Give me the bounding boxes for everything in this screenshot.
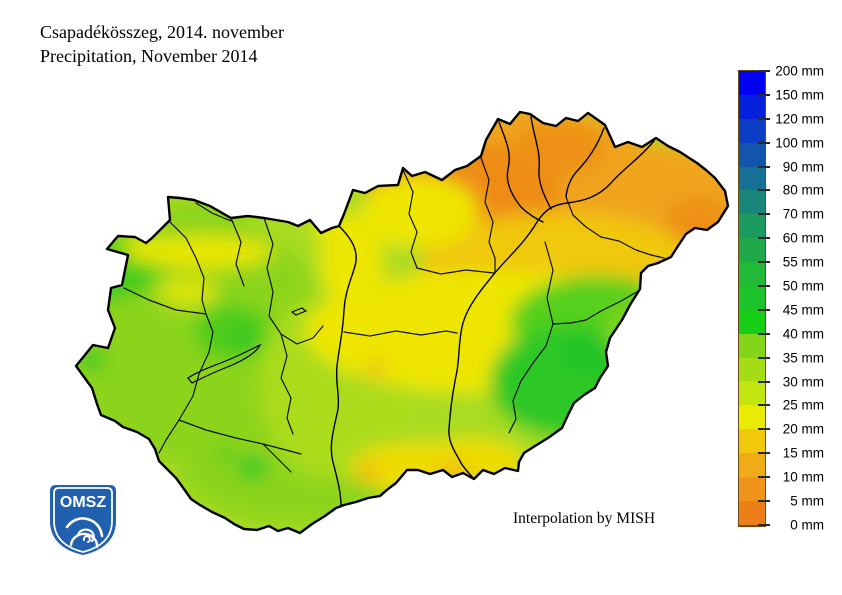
- legend-segment: [739, 71, 765, 95]
- legend-segment: [739, 190, 765, 215]
- title-hungarian: Csapadékösszeg, 2014. november: [40, 22, 284, 42]
- map-title: Csapadékösszeg, 2014. november Precipita…: [40, 20, 284, 69]
- legend-tick: [758, 308, 770, 311]
- legend-segment: [739, 238, 765, 262]
- legend-stop-label: 100 mm: [775, 135, 824, 151]
- legend-tick: [758, 452, 770, 455]
- legend-stop-label: 150 mm: [775, 87, 824, 103]
- omsz-logo-shield: [50, 485, 116, 555]
- danube-river: [330, 225, 357, 507]
- legend-tick: [758, 237, 770, 240]
- legend-tick: [758, 261, 770, 264]
- omsz-logo-inner-border: [53, 487, 113, 553]
- legend-segment: [739, 118, 765, 143]
- legend-segment: [739, 142, 765, 167]
- legend-segment: [739, 405, 765, 430]
- legend-segment: [739, 453, 765, 477]
- legend-tick: [758, 117, 770, 120]
- legend-tick: [758, 332, 770, 335]
- legend-stop-label: 30 mm: [782, 374, 824, 390]
- legend-segment: [739, 333, 765, 358]
- legend-stop-label: 10 mm: [782, 469, 824, 485]
- legend-tick: [758, 500, 770, 503]
- legend-segment: [739, 262, 765, 286]
- tisza-river: [448, 140, 655, 480]
- legend-segment: [739, 94, 765, 119]
- bodrog-river: [565, 127, 605, 198]
- legend-segment: [739, 357, 765, 382]
- legend-tick: [758, 70, 770, 72]
- legend-stop-label: 70 mm: [782, 206, 824, 222]
- legend-stop-label: 5 mm: [790, 493, 824, 509]
- county-borders: [123, 157, 665, 473]
- hernad-river: [530, 116, 552, 210]
- country-outline: [74, 110, 730, 535]
- legend-tick: [758, 189, 770, 192]
- legend-segment: [739, 500, 765, 525]
- legend-tick: [758, 141, 770, 144]
- title-english: Precipitation, November 2014: [40, 46, 258, 67]
- legend-stop-label: 35 mm: [782, 350, 824, 366]
- legend-tick: [758, 428, 770, 431]
- legend-tick: [758, 476, 770, 479]
- attribution-text: Interpolation by MISH: [513, 510, 656, 527]
- legend-stop-label: 40 mm: [782, 326, 824, 342]
- legend-stop-label: 120 mm: [775, 111, 824, 127]
- omsz-logo: OMSZ: [50, 485, 116, 555]
- legend-segment: [739, 309, 765, 334]
- legend-tick: [758, 93, 770, 96]
- sajo-river: [498, 121, 544, 223]
- legend-stop-label: 55 mm: [782, 254, 824, 270]
- legend-bar: [738, 70, 766, 527]
- precipitation-field: [76, 112, 728, 533]
- legend-segment: [739, 285, 765, 310]
- legend-tick: [758, 356, 770, 359]
- legend-stop-label: 200 mm: [775, 63, 824, 79]
- legend-tick: [758, 380, 770, 383]
- legend-segment: [739, 476, 765, 501]
- legend-tick: [758, 165, 770, 168]
- legend-stop-label: 45 mm: [782, 302, 824, 318]
- legend-labels: 200 mm 150 mm 120 mm 100 mm 90 mm 80 mm 70 mm 6…: [758, 64, 842, 532]
- legend-stop-label: 90 mm: [782, 159, 824, 175]
- legend-stop-label: 60 mm: [782, 230, 824, 246]
- legend-tick: [758, 285, 770, 287]
- legend-stop-label: 80 mm: [782, 182, 824, 198]
- legend-segment: [739, 429, 765, 453]
- legend-tick: [758, 404, 770, 407]
- legend-stop-label: 15 mm: [782, 445, 824, 461]
- omsz-logo-text: OMSZ: [60, 494, 106, 511]
- legend-segment: [739, 214, 765, 239]
- legend-stop-label: 50 mm: [782, 278, 824, 294]
- legend-stop-label: 20 mm: [782, 421, 824, 437]
- legend-stop-label: 25 mm: [782, 397, 824, 413]
- legend-tick: [758, 213, 770, 216]
- legend-segment: [739, 381, 765, 406]
- legend-stop-label: 0 mm: [790, 517, 824, 533]
- lake-balaton: [187, 343, 262, 384]
- legend-segment: [739, 166, 765, 191]
- lake-velence: [290, 307, 308, 316]
- omsz-logo-swirl-icon: [65, 517, 104, 549]
- legend-tick: [758, 523, 770, 526]
